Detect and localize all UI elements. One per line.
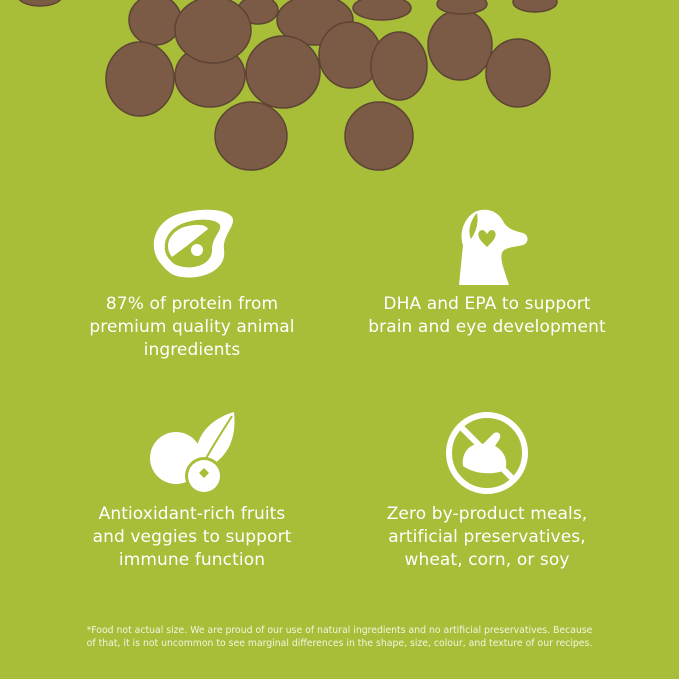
kibble-image xyxy=(18,0,558,171)
feature-text-line: and veggies to support xyxy=(92,527,292,547)
feature-text-line: DHA and EPA to support xyxy=(383,294,591,314)
feature-text-line: Zero by-product meals, xyxy=(386,504,588,524)
feature-text-line: premium quality animal xyxy=(89,317,295,337)
footnote-line: of that, it is not uncommon to see margi… xyxy=(86,638,593,649)
dog-heart-icon xyxy=(459,209,528,285)
kibble-piece xyxy=(105,41,175,117)
feature-text-line: 87% of protein from xyxy=(105,294,279,314)
feature-text-line: ingredients xyxy=(143,340,241,360)
feature-antioxidants: Antioxidant-rich fruits and veggies to su… xyxy=(42,410,342,572)
kibble-piece xyxy=(485,38,551,108)
feature-text-line: artificial preservatives, xyxy=(388,527,586,547)
feature-protein: 87% of protein from premium quality anima… xyxy=(42,205,342,362)
steak-icon xyxy=(153,209,234,278)
kibble-piece xyxy=(18,0,62,7)
fruit-veggie-icon xyxy=(150,412,235,495)
kibble-piece xyxy=(174,0,252,64)
feature-text-line: brain and eye development xyxy=(368,317,606,337)
kibble-piece xyxy=(427,9,493,81)
kibble-piece xyxy=(436,0,488,15)
kibble-piece xyxy=(245,35,321,109)
feature-dha-epa: DHA and EPA to support brain and eye deve… xyxy=(337,205,637,339)
kibble-piece xyxy=(370,31,428,101)
feature-text-line: wheat, corn, or soy xyxy=(404,550,570,570)
feature-text-line: Antioxidant-rich fruits xyxy=(98,504,286,524)
kibble-piece xyxy=(128,0,182,46)
kibble-piece xyxy=(352,0,412,21)
kibble-piece xyxy=(512,0,558,13)
feature-no-byproducts: Zero by-product meals, artificial preserv… xyxy=(337,410,637,572)
kibble-piece xyxy=(344,101,414,171)
footnote: *Food not actual size. We are proud of o… xyxy=(40,624,639,650)
no-byproduct-icon xyxy=(446,412,528,494)
footnote-line: *Food not actual size. We are proud of o… xyxy=(86,625,593,636)
feature-text-line: immune function xyxy=(118,550,266,570)
kibble-piece xyxy=(214,101,288,171)
